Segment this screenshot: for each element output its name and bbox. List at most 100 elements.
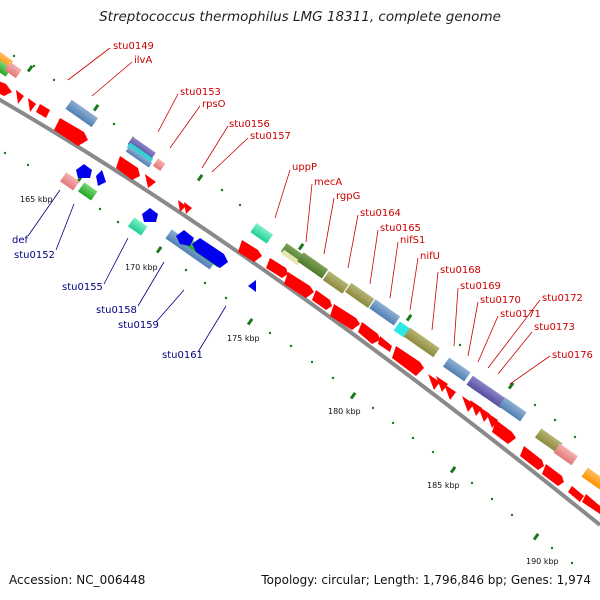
gene-label[interactable]: stu0172 xyxy=(542,293,583,304)
cds-arrow[interactable] xyxy=(444,384,456,400)
cds-arrow[interactable] xyxy=(184,202,192,214)
gene-label[interactable]: rgpG xyxy=(336,191,360,202)
feature-block[interactable] xyxy=(4,61,22,79)
cds-arrow[interactable] xyxy=(28,98,36,112)
feature-block[interactable] xyxy=(482,386,507,409)
gene-label[interactable]: stu0157 xyxy=(250,131,291,142)
feature-block[interactable] xyxy=(60,172,80,191)
cds-arrow[interactable] xyxy=(312,290,332,310)
feature-block[interactable] xyxy=(534,428,563,453)
feature-block[interactable] xyxy=(581,467,600,490)
feature-block[interactable] xyxy=(498,397,527,422)
gene-label[interactable]: ilvA xyxy=(134,55,152,66)
cds-arrow[interactable] xyxy=(520,446,544,470)
gene-label[interactable]: stu0173 xyxy=(534,322,575,333)
gene-label[interactable]: stu0176 xyxy=(552,350,593,361)
cds-arrow[interactable] xyxy=(0,80,12,96)
cds-arrow[interactable] xyxy=(16,90,24,104)
cds-arrow[interactable] xyxy=(36,104,50,118)
feature-block[interactable] xyxy=(128,217,148,236)
tick-dot xyxy=(411,436,415,440)
gene-label[interactable]: def xyxy=(12,235,29,246)
feature-block[interactable] xyxy=(297,252,329,279)
cds-arrow[interactable] xyxy=(238,240,262,262)
gene-label[interactable]: stu0164 xyxy=(360,208,401,219)
cds-arrow[interactable] xyxy=(428,374,440,390)
scale-label: 190 kbp xyxy=(526,557,559,566)
map-title: Streptococcus thermophilus LMG 18311, co… xyxy=(99,9,501,25)
gene-label[interactable]: stu0170 xyxy=(480,295,521,306)
cds-arrow[interactable] xyxy=(266,258,288,278)
cds-arrow[interactable] xyxy=(478,406,490,422)
feature-block[interactable] xyxy=(393,321,410,338)
gene-label[interactable]: stu0156 xyxy=(229,119,270,130)
cds-arrow[interactable] xyxy=(54,118,88,146)
cds-arrow[interactable] xyxy=(378,336,392,352)
tick-dot xyxy=(238,203,242,207)
feature-block[interactable] xyxy=(281,249,301,266)
gene-label[interactable]: nifS1 xyxy=(400,235,425,246)
feature-block[interactable] xyxy=(322,271,349,294)
gene-label[interactable]: rpsO xyxy=(202,99,226,110)
feature-block[interactable] xyxy=(403,327,440,358)
cds-arrow[interactable] xyxy=(330,304,360,330)
cds-arrow[interactable] xyxy=(142,208,158,222)
leader-line xyxy=(369,229,379,285)
gene-label[interactable]: stu0153 xyxy=(180,87,221,98)
cds-arrow[interactable] xyxy=(542,464,564,486)
cds-arrow[interactable] xyxy=(470,400,482,416)
gene-label[interactable]: nifU xyxy=(420,251,440,262)
feature-block[interactable] xyxy=(127,136,156,161)
cds-arrow[interactable] xyxy=(178,200,186,212)
feature-block[interactable] xyxy=(125,146,153,168)
feature-block[interactable] xyxy=(442,357,471,382)
cds-arrow[interactable] xyxy=(436,376,448,392)
tick-mark xyxy=(246,317,254,326)
cds-arrow[interactable] xyxy=(116,156,140,180)
cds-arrow[interactable] xyxy=(96,170,106,186)
gene-label[interactable]: stu0159 xyxy=(118,320,159,331)
cds-arrow[interactable] xyxy=(176,230,194,246)
gene-label[interactable]: stu0149 xyxy=(113,41,154,52)
feature-block[interactable] xyxy=(280,243,304,263)
feature-block[interactable] xyxy=(0,59,12,77)
tick-mark xyxy=(405,313,413,322)
feature-block[interactable] xyxy=(65,99,98,128)
cds-arrow[interactable] xyxy=(76,164,92,178)
cds-arrow[interactable] xyxy=(462,396,474,412)
cds-arrow[interactable] xyxy=(145,174,156,188)
cds-arrow[interactable] xyxy=(582,494,600,514)
feature-block[interactable] xyxy=(78,182,98,201)
gene-label[interactable]: stu0169 xyxy=(460,281,501,292)
cds-arrow[interactable] xyxy=(358,322,380,344)
feature-block[interactable] xyxy=(0,50,14,70)
cds-arrow[interactable] xyxy=(248,280,256,292)
gene-label[interactable]: mecA xyxy=(314,177,342,188)
cds-arrow[interactable] xyxy=(192,238,228,268)
gene-label[interactable]: stu0152 xyxy=(14,250,55,261)
gene-label[interactable]: stu0168 xyxy=(440,265,481,276)
cds-arrow[interactable] xyxy=(392,346,424,376)
gene-label[interactable]: uppP xyxy=(292,162,317,173)
gene-label[interactable]: stu0158 xyxy=(96,305,137,316)
cds-arrow[interactable] xyxy=(284,272,314,298)
tick-dot xyxy=(224,296,228,300)
cds-arrow[interactable] xyxy=(492,420,516,444)
reverse-strand-cds xyxy=(76,164,256,292)
tick-dot xyxy=(490,497,494,501)
feature-block[interactable] xyxy=(152,158,166,171)
gene-label[interactable]: stu0161 xyxy=(162,350,203,361)
feature-block[interactable] xyxy=(345,282,375,308)
gene-label[interactable]: stu0155 xyxy=(62,282,103,293)
gene-label[interactable]: stu0165 xyxy=(380,223,421,234)
feature-block[interactable] xyxy=(126,142,154,164)
leader-line xyxy=(497,331,533,375)
feature-block[interactable] xyxy=(250,223,274,244)
feature-block[interactable] xyxy=(553,443,578,466)
gene-label[interactable]: stu0171 xyxy=(500,309,541,320)
feature-block[interactable] xyxy=(466,375,491,398)
feature-block[interactable] xyxy=(369,299,401,326)
leader-line xyxy=(509,355,551,385)
cds-arrow[interactable] xyxy=(568,486,584,502)
